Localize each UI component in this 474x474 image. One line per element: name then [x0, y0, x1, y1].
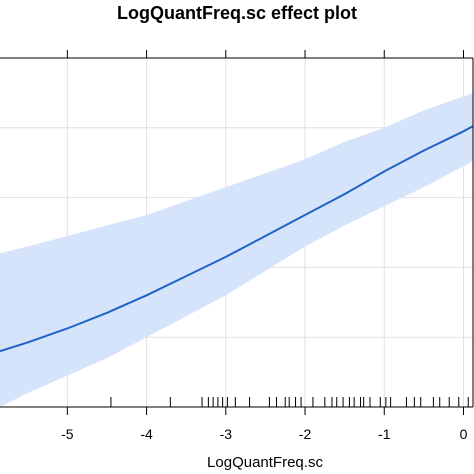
x-axis-label: LogQuantFreq.sc: [207, 454, 323, 471]
x-tick-label: -4: [140, 426, 153, 442]
x-tick-label: -1: [378, 426, 391, 442]
x-tick-label: 0: [460, 426, 468, 442]
chart-title: LogQuantFreq.sc effect plot: [117, 3, 357, 23]
confidence-band: [0, 92, 473, 408]
x-tick-label: -3: [220, 426, 233, 442]
x-tick-labels: -5 -4 -3 -2 -1 0: [61, 426, 467, 442]
rug-marks: [110, 397, 469, 407]
x-tick-label: -2: [299, 426, 312, 442]
fit-line: [0, 125, 474, 353]
top-axis-ticks: [66, 50, 464, 58]
bottom-axis-ticks: [66, 407, 464, 415]
x-tick-label: -5: [61, 426, 74, 442]
